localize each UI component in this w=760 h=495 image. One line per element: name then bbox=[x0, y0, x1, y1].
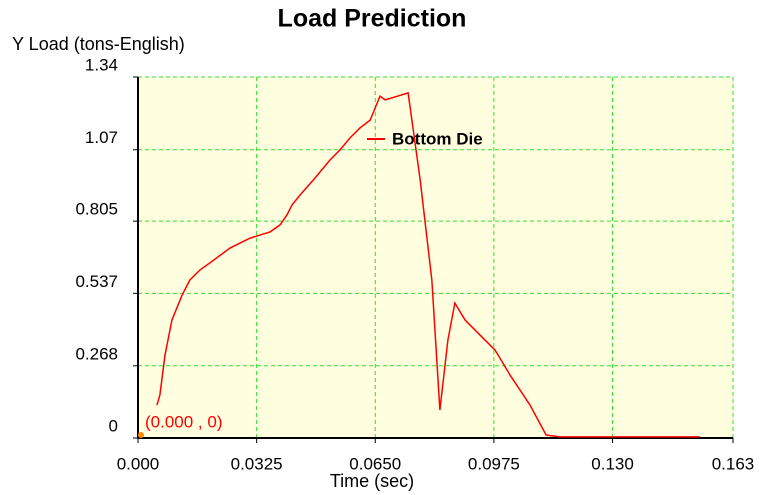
x-tick-label: 0.0650 bbox=[349, 454, 401, 473]
data-line bbox=[156, 91, 701, 438]
x-tick-label: 0.163 bbox=[712, 454, 755, 473]
x-tick-label: 0.130 bbox=[591, 454, 634, 473]
origin-marker bbox=[138, 432, 144, 438]
y-tick-label: 0.537 bbox=[75, 272, 118, 291]
y-tick-label: 0.805 bbox=[75, 200, 118, 219]
y-tick-label: 0 bbox=[109, 416, 118, 435]
y-axis-label: Y Load (tons-English) bbox=[12, 34, 185, 54]
x-axis-label: Time (sec) bbox=[330, 471, 414, 491]
plot-background bbox=[138, 77, 733, 438]
x-tick-label: 0.000 bbox=[117, 454, 160, 473]
y-tick-label: 0.268 bbox=[75, 344, 118, 363]
legend-label: Bottom Die bbox=[392, 129, 483, 148]
chart-title: Load Prediction bbox=[278, 5, 467, 33]
y-tick-label: 1.07 bbox=[85, 128, 118, 147]
y-tick-label: 1.34 bbox=[85, 55, 118, 74]
x-tick-label: 0.0325 bbox=[231, 454, 283, 473]
annotation: (0.000 , 0) bbox=[145, 412, 223, 431]
x-tick-label: 0.0975 bbox=[468, 454, 520, 473]
